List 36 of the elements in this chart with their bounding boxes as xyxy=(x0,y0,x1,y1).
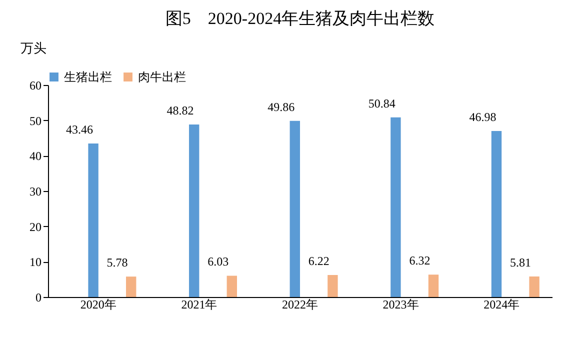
bar xyxy=(328,275,338,297)
bar xyxy=(226,276,237,297)
chart-title: 图5 2020-2024年生猪及肉牛出栏数 xyxy=(165,9,435,28)
bar xyxy=(88,143,98,297)
data-label: 6.22 xyxy=(308,254,330,268)
y-tick-label: 10 xyxy=(30,255,42,270)
data-label: 6.32 xyxy=(409,254,430,268)
legend-label: 肉牛出栏 xyxy=(138,70,186,84)
y-tick-label: 60 xyxy=(30,78,42,92)
y-tick-label: 0 xyxy=(36,290,42,304)
x-tick-label: 2023年 xyxy=(382,298,419,312)
data-label: 43.46 xyxy=(66,122,93,136)
bar xyxy=(529,276,540,297)
data-label: 49.86 xyxy=(268,100,295,114)
bar xyxy=(126,276,136,297)
bar xyxy=(491,131,502,297)
data-label: 46.98 xyxy=(469,110,496,124)
bar xyxy=(188,124,200,297)
y-tick-label: 40 xyxy=(30,149,42,164)
x-tick-label: 2022年 xyxy=(282,298,318,312)
data-label: 48.82 xyxy=(166,104,194,118)
x-tick-label: 2021年 xyxy=(181,298,218,312)
x-tick-label: 2024年 xyxy=(484,298,520,312)
y-axis-title: 万头 xyxy=(20,40,46,56)
y-tick-label: 30 xyxy=(30,184,42,198)
x-tick-label: 2020年 xyxy=(80,298,116,312)
y-tick-label: 20 xyxy=(30,220,42,234)
data-label: 5.78 xyxy=(106,256,128,270)
bar xyxy=(390,117,401,297)
y-tick-label: 50 xyxy=(30,114,42,128)
bar xyxy=(290,120,300,297)
legend-label: 生猪出栏 xyxy=(64,70,112,84)
bar xyxy=(428,274,439,297)
data-label: 5.81 xyxy=(510,255,531,270)
data-label: 6.03 xyxy=(208,254,229,269)
data-label: 50.84 xyxy=(368,96,396,110)
